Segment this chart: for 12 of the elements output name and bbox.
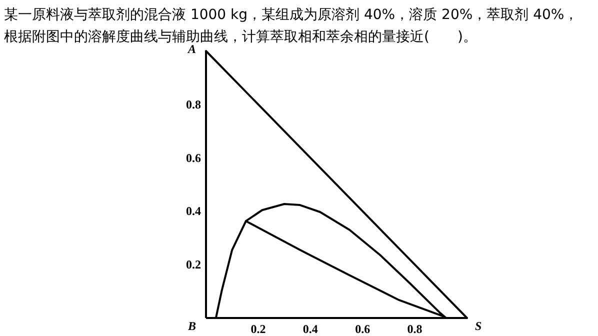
y-tick-label: 0.2 xyxy=(186,258,201,272)
x-tick-label: 0.4 xyxy=(302,322,318,336)
text: S xyxy=(475,319,482,333)
text: A xyxy=(186,42,196,56)
y-tick-label: 0.4 xyxy=(186,204,201,218)
chart-title: 某一原料液与萃取剂的混合液 1000 kg，某组成为原溶剂 40%，溶质 20%，萃取剂 40%，根据附图中的溶解度曲线与辅助曲线，计算萃取相和萃余相的量接近( )。 xyxy=(4,6,579,45)
y-tick-label: 0.6 xyxy=(186,150,201,165)
x-tick-label: 0.6 xyxy=(355,322,370,336)
x-tick-label: 0.8 xyxy=(407,322,422,336)
x-tick-label: 0.2 xyxy=(250,322,266,336)
y-tick-label: 0.8 xyxy=(186,97,201,112)
text: B xyxy=(186,319,196,333)
